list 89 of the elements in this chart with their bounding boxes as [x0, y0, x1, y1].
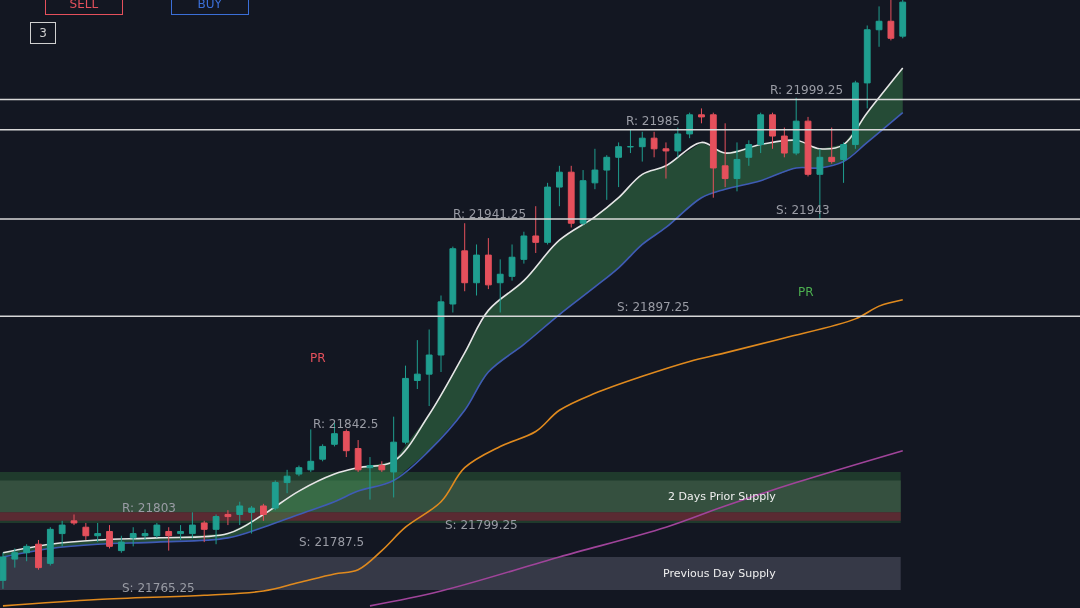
candlestick	[307, 428, 315, 473]
candlestick	[271, 479, 279, 511]
candlestick	[615, 141, 622, 188]
annotation: R: 21842.5	[313, 417, 379, 431]
candlestick	[153, 522, 161, 539]
candlestick	[413, 339, 421, 390]
candlestick	[520, 231, 528, 265]
candlestick	[378, 460, 386, 473]
candlestick	[0, 552, 7, 590]
candlestick	[709, 112, 717, 199]
candlestick	[283, 469, 291, 494]
candlestick	[851, 80, 859, 150]
annotation: BUY	[197, 0, 223, 11]
candlestick	[82, 522, 90, 541]
candlestick	[757, 112, 765, 154]
candlestick	[863, 25, 871, 109]
candlestick	[117, 535, 125, 554]
annotation: R: 21941.25	[453, 207, 527, 221]
candlestick	[224, 509, 232, 526]
candlestick	[473, 243, 480, 296]
candlestick	[141, 528, 149, 541]
candlestick	[638, 131, 646, 163]
band-label: Previous Day Supply	[663, 567, 777, 580]
candlestick	[662, 141, 670, 180]
annotation: S: 21787.5	[299, 535, 365, 549]
ref-line-label: R: 21985	[626, 114, 680, 128]
candlestick	[745, 139, 753, 167]
candlestick	[603, 154, 611, 201]
candlestick	[342, 428, 350, 458]
candlestick	[828, 127, 836, 165]
candlestick	[70, 513, 78, 526]
ref-line-label: R: 21999.25	[770, 83, 844, 97]
candlestick	[567, 165, 575, 228]
annotation: PR	[310, 351, 326, 365]
annotation: S: 21765.25	[122, 581, 195, 595]
candlestick	[804, 116, 812, 177]
candlestick	[35, 539, 42, 571]
candlestick	[437, 295, 445, 373]
candlestick	[236, 501, 244, 526]
candlestick	[129, 526, 137, 547]
candlestick	[579, 169, 587, 226]
candlestick	[674, 127, 682, 158]
annotation: R: 21803	[122, 501, 176, 515]
annotation: 3	[39, 26, 47, 40]
candlestick	[496, 258, 504, 313]
annotation: S: 21799.25	[445, 518, 518, 532]
candlestick	[556, 165, 563, 207]
candlestick	[366, 456, 374, 501]
candlestick	[899, 0, 907, 39]
candlestick	[58, 520, 66, 547]
candlestick	[591, 148, 599, 190]
candlestick	[425, 329, 433, 407]
candlestick	[627, 129, 634, 154]
candlestick	[544, 182, 551, 245]
candlestick	[94, 522, 102, 543]
candlestick	[248, 505, 255, 535]
candlestick	[106, 524, 113, 549]
candlestick	[721, 122, 729, 188]
candlestick	[698, 107, 705, 124]
candlestick	[733, 141, 741, 192]
candlestick	[200, 520, 208, 543]
candlestick	[212, 513, 220, 545]
candlestick	[650, 131, 658, 158]
candlestick	[260, 503, 267, 522]
candlestick	[449, 246, 457, 313]
candlestick	[508, 243, 516, 282]
candlestick	[840, 141, 847, 184]
candlestick	[875, 5, 883, 48]
candlestick	[165, 526, 173, 552]
candlestick	[46, 526, 54, 566]
candlestick	[769, 112, 776, 150]
candlestick	[177, 524, 184, 541]
candlestick	[188, 511, 196, 539]
candlestick	[319, 443, 327, 462]
candlestick	[390, 416, 398, 498]
annotation: PR	[798, 285, 814, 299]
candlestick	[402, 365, 409, 445]
candlestick	[686, 112, 694, 139]
candlestick	[532, 205, 540, 254]
candlestick	[461, 222, 469, 292]
candlestick	[887, 0, 895, 41]
candlestick	[484, 237, 492, 290]
candlestick	[295, 465, 303, 477]
candlestick	[354, 439, 362, 473]
candlestick	[23, 543, 31, 562]
ref-line-label: S: 21897.25	[617, 300, 690, 314]
candlestick	[11, 547, 19, 569]
candlestick	[792, 97, 800, 156]
candlestick	[780, 127, 788, 158]
